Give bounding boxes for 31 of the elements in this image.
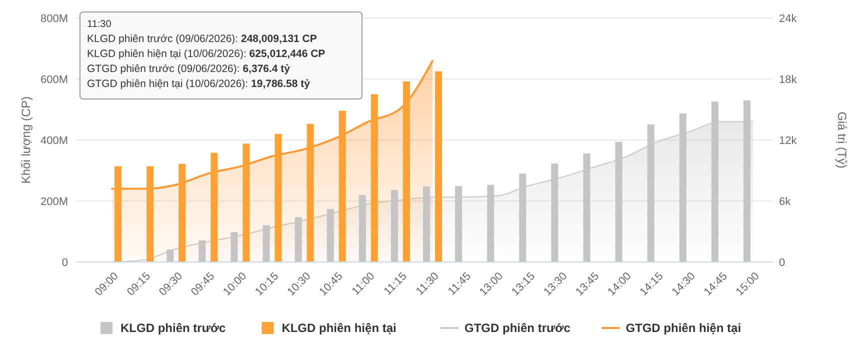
annotation: GTGD phiên trước (09/06/2026): 6,376.4 tỷ [87,63,290,75]
y-tick-label: 0 [62,256,68,269]
y2-tick-label: 24k [779,12,798,25]
y2-axis-title: Giá trị (Tỷ) [835,112,849,168]
legend-label: GTGD phiên trước [464,321,571,336]
bar [230,232,238,262]
y2-tick-label: 18k [779,74,798,86]
y-axis-title: Khối lượng (CP) [19,96,33,184]
legend-label: KLGD phiên trước [120,321,226,336]
annotation: KLGD phiên hiện tại (10/06/2026): 625,012,446 CP [87,48,326,60]
bar [423,186,430,262]
y2-tick-label: 6k [779,196,792,208]
legend-label: KLGD phiên hiện tại [282,321,396,336]
annotation: 11:30 [87,19,112,30]
y-tick-label: 600M [40,74,68,86]
y-tick-label: 200M [40,196,68,208]
bar [390,190,398,262]
bar [326,208,334,262]
bar [358,194,366,262]
bar [294,217,302,262]
y-tick-label: 800M [40,12,68,25]
bar [435,71,442,262]
annotation: KLGD phiên trước (09/06/2026): 248,009,131 CP [87,33,317,45]
legend-label: GTGD phiên hiện tại [626,321,742,336]
bar [166,249,174,262]
bar [198,240,206,262]
y2-tick-label: 12k [779,134,798,147]
bar [262,225,270,262]
y-tick-label: 400M [40,134,68,147]
annotation: GTGD phiên hiện tại (10/06/2026): 19,786.58 tỷ [87,78,310,90]
y2-tick-label: 0 [779,256,786,269]
